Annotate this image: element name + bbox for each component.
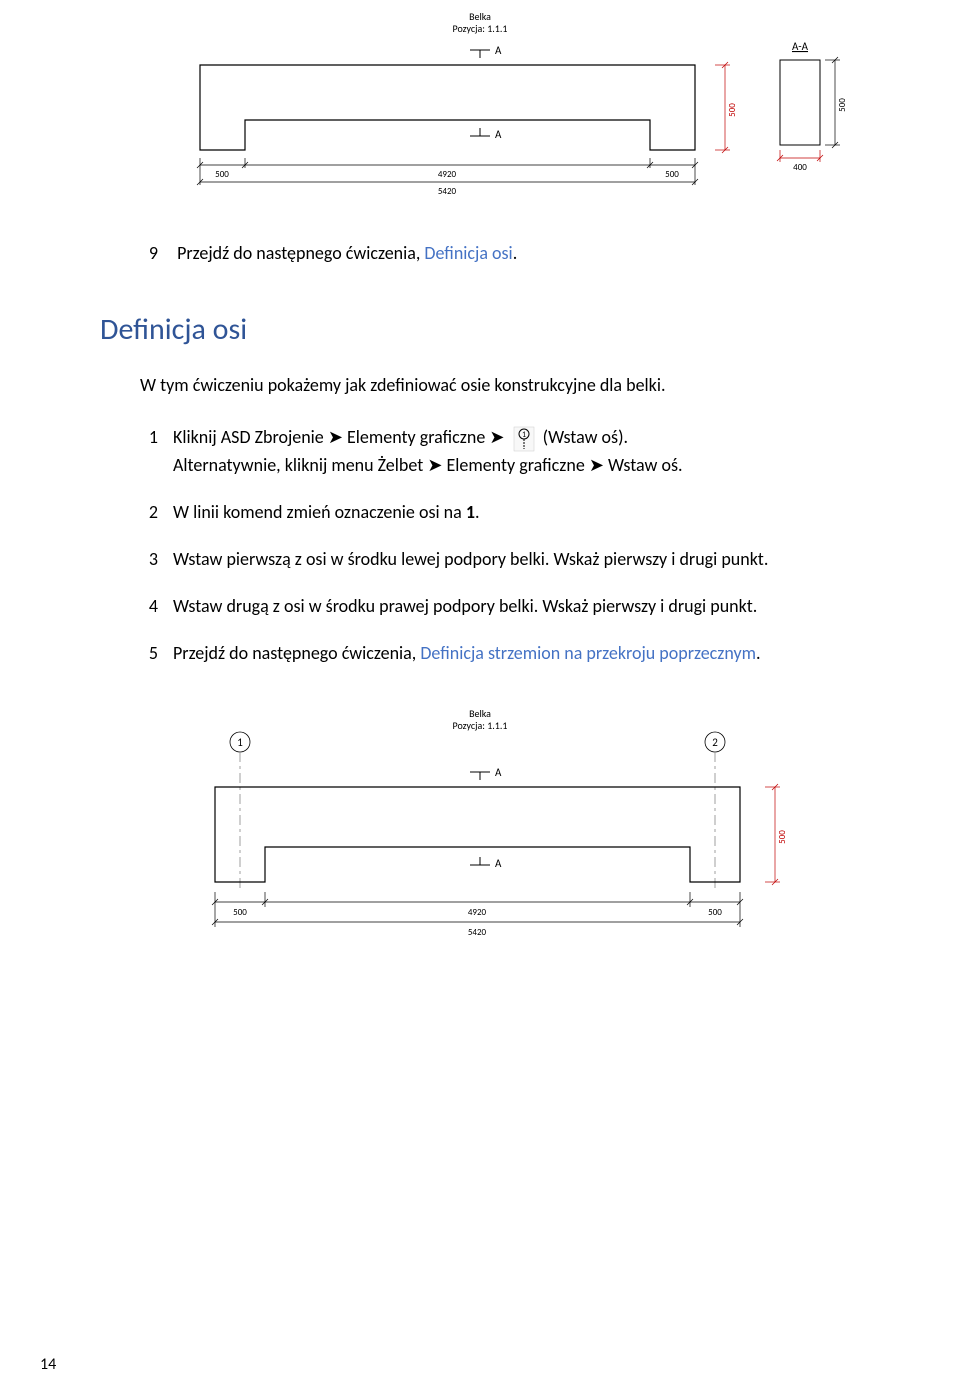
beam-diagram-bottom: Belka Pozycja: 1.1.1 1 2 A xyxy=(100,697,860,957)
axis-1: 1 xyxy=(230,732,250,892)
dim-500b: 500 xyxy=(665,169,679,180)
steps-list: 1 Kliknij ASD Zbrojenie ➤ Elementy grafi… xyxy=(140,424,860,667)
prev-step-9: 9 Przejdź do następnego ćwiczenia, Defin… xyxy=(100,240,860,267)
axis-2: 2 xyxy=(705,732,725,892)
step-number: 5 xyxy=(140,640,158,667)
dim-500-h2: 500 xyxy=(837,98,848,112)
dim-4920: 4920 xyxy=(438,169,457,180)
section-marker-top: A xyxy=(470,766,502,780)
dim-5420: 5420 xyxy=(468,927,487,938)
heading-definicja-osi: Definicja osi xyxy=(100,307,860,352)
bold-value: 1 xyxy=(466,501,475,523)
svg-text:2: 2 xyxy=(712,736,718,749)
dim-5420: 5420 xyxy=(438,186,457,197)
svg-text:A: A xyxy=(495,857,502,870)
step-number: 4 xyxy=(140,593,158,620)
beam-elevation-with-axes-svg: Belka Pozycja: 1.1.1 1 2 A xyxy=(100,697,860,957)
svg-text:A: A xyxy=(495,766,502,779)
cross-section-rect xyxy=(780,60,820,145)
dim-400: 400 xyxy=(793,162,807,173)
beam-diagram-top: Belka Pozycja: 1.1.1 A A xyxy=(100,10,860,220)
document-body: 9 Przejdź do następnego ćwiczenia, Defin… xyxy=(100,240,860,667)
section-aa-label: A-A xyxy=(792,40,809,53)
step-number: 1 xyxy=(140,424,158,451)
step-number: 9 xyxy=(140,240,158,267)
step-4: 4 Wstaw drugą z osi w środku prawej podp… xyxy=(140,593,860,620)
chevron-right-icon: ➤ xyxy=(489,426,504,448)
section-marker-top: A xyxy=(470,44,502,58)
step-2: 2 W linii komend zmień oznaczenie osi na… xyxy=(140,499,860,526)
insert-axis-icon: 1 xyxy=(513,426,535,452)
beam-outline xyxy=(200,65,695,150)
step-number: 3 xyxy=(140,546,158,573)
dim-500a: 500 xyxy=(233,907,247,918)
dim-400-red xyxy=(777,150,823,162)
section-marker-bottom: A xyxy=(470,857,502,870)
step-3: 3 Wstaw pierwszą z osi w środku lewej po… xyxy=(140,546,860,573)
link-definicja-strzemion[interactable]: Definicja strzemion na przekroju poprzec… xyxy=(420,642,756,664)
beam-outline xyxy=(215,787,740,882)
chevron-right-icon: ➤ xyxy=(427,454,442,476)
dim-500-h: 500 xyxy=(727,103,738,117)
intro-text: W tym ćwiczeniu pokażemy jak zdefiniować… xyxy=(100,372,860,399)
dim-4920: 4920 xyxy=(468,907,487,918)
link-definicja-osi[interactable]: Definicja osi xyxy=(424,242,512,264)
step-5: 5 Przejdź do następnego ćwiczenia, Defin… xyxy=(140,640,860,667)
svg-text:1: 1 xyxy=(237,736,243,749)
dim-500b: 500 xyxy=(708,907,722,918)
step-1: 1 Kliknij ASD Zbrojenie ➤ Elementy grafi… xyxy=(140,424,860,479)
dim-500-h: 500 xyxy=(777,829,788,843)
beam-position: Pozycja: 1.1.1 xyxy=(453,719,508,732)
svg-text:1: 1 xyxy=(522,430,526,440)
chevron-right-icon: ➤ xyxy=(589,454,604,476)
section-marker-bottom: A xyxy=(470,128,502,141)
beam-elevation-svg: Belka Pozycja: 1.1.1 A A xyxy=(100,10,860,220)
svg-text:A: A xyxy=(495,128,502,141)
page-number: 14 xyxy=(40,1355,56,1374)
dim-500a: 500 xyxy=(215,169,229,180)
step-number: 2 xyxy=(140,499,158,526)
chevron-right-icon: ➤ xyxy=(328,426,343,448)
svg-text:A: A xyxy=(495,44,502,57)
beam-position: Pozycja: 1.1.1 xyxy=(453,22,508,35)
